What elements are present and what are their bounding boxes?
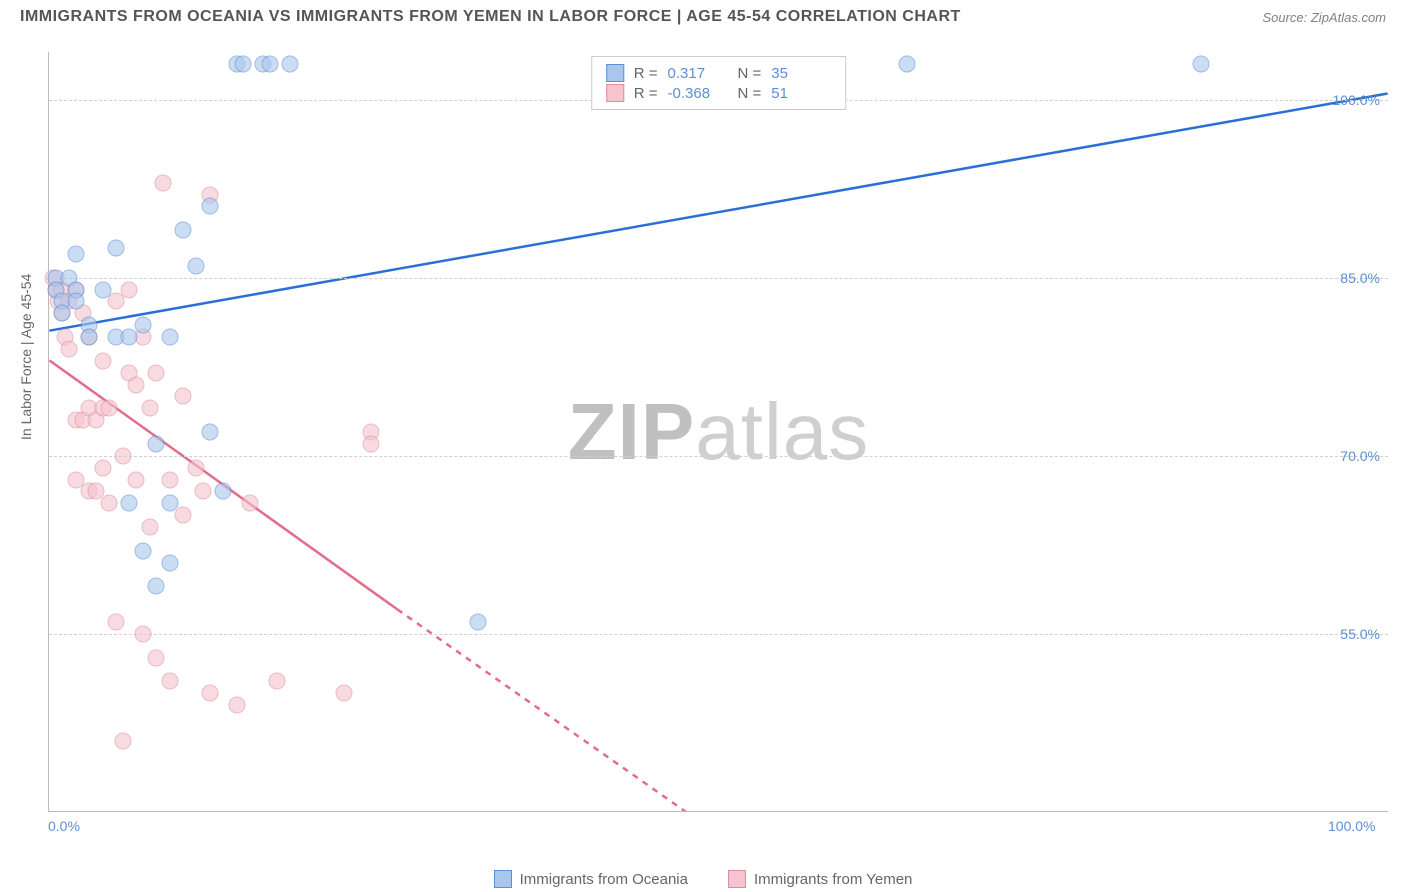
legend-row-series-b: R = -0.368 N = 51 (606, 83, 832, 103)
scatter-dot-series-b (108, 614, 125, 631)
legend-series-names: Immigrants from Oceania Immigrants from … (0, 870, 1406, 888)
swatch-series-a-icon (606, 64, 624, 82)
scatter-dot-series-b (175, 507, 192, 524)
scatter-dot-series-a (67, 293, 84, 310)
scatter-dot-series-b (228, 697, 245, 714)
scatter-dot-series-b (114, 447, 131, 464)
scatter-dot-series-a (148, 578, 165, 595)
scatter-dot-series-a (175, 222, 192, 239)
n-label: N = (738, 65, 762, 82)
scatter-dot-series-b (335, 685, 352, 702)
scatter-dot-series-a (262, 55, 279, 72)
scatter-dot-series-a (81, 329, 98, 346)
swatch-series-b-icon (728, 870, 746, 888)
watermark-bold: ZIP (568, 387, 695, 476)
scatter-dot-series-a (1193, 55, 1210, 72)
y-axis-title: In Labor Force | Age 45-54 (18, 274, 34, 440)
scatter-dot-series-b (161, 471, 178, 488)
scatter-dot-series-b (134, 625, 151, 642)
gridline (49, 278, 1388, 279)
scatter-dot-series-b (148, 364, 165, 381)
scatter-dot-series-b (188, 459, 205, 476)
scatter-dot-series-b (108, 293, 125, 310)
trend-line (397, 609, 718, 811)
scatter-dot-series-a (201, 424, 218, 441)
scatter-dot-series-b (128, 376, 145, 393)
trend-lines-layer (49, 52, 1388, 811)
r-label: R = (634, 65, 658, 82)
legend-correlation-box: R = 0.317 N = 35 R = -0.368 N = 51 (591, 56, 847, 110)
r-value: 0.317 (668, 65, 728, 82)
scatter-dot-series-b (94, 352, 111, 369)
scatter-dot-series-a (108, 239, 125, 256)
scatter-dot-series-a (469, 614, 486, 631)
scatter-dot-series-b (201, 685, 218, 702)
n-value: 35 (771, 65, 831, 82)
scatter-dot-series-a (161, 554, 178, 571)
scatter-dot-series-b (195, 483, 212, 500)
trend-line (49, 94, 1387, 331)
scatter-dot-series-a (134, 317, 151, 334)
scatter-dot-series-b (128, 471, 145, 488)
scatter-dot-series-a (215, 483, 232, 500)
watermark: ZIPatlas (568, 386, 869, 478)
y-tick-label: 70.0% (1340, 448, 1380, 464)
scatter-dot-series-a (188, 257, 205, 274)
legend-item-series-b: Immigrants from Yemen (728, 870, 912, 888)
scatter-dot-series-a (134, 542, 151, 559)
scatter-dot-series-a (161, 495, 178, 512)
scatter-dot-series-b (154, 174, 171, 191)
scatter-dot-series-a (94, 281, 111, 298)
n-value: 51 (771, 85, 831, 102)
x-tick-label: 100.0% (1328, 818, 1375, 834)
scatter-dot-series-b (175, 388, 192, 405)
scatter-dot-series-b (141, 400, 158, 417)
series-a-label: Immigrants from Oceania (520, 871, 688, 888)
gridline (49, 456, 1388, 457)
scatter-dot-series-a (161, 329, 178, 346)
scatter-dot-series-a (898, 55, 915, 72)
x-tick-label: 0.0% (48, 818, 80, 834)
scatter-dot-series-a (148, 435, 165, 452)
source-label: Source: ZipAtlas.com (1262, 10, 1386, 25)
r-label: R = (634, 85, 658, 102)
correlation-scatter-chart: ZIPatlas R = 0.317 N = 35 R = -0.368 N =… (48, 52, 1388, 812)
r-value: -0.368 (668, 85, 728, 102)
scatter-dot-series-b (362, 435, 379, 452)
gridline (49, 634, 1388, 635)
scatter-dot-series-b (141, 519, 158, 536)
series-b-label: Immigrants from Yemen (754, 871, 912, 888)
y-tick-label: 85.0% (1340, 270, 1380, 286)
scatter-dot-series-b (121, 281, 138, 298)
scatter-dot-series-b (242, 495, 259, 512)
scatter-dot-series-b (101, 400, 118, 417)
scatter-dot-series-b (101, 495, 118, 512)
scatter-dot-series-b (148, 649, 165, 666)
swatch-series-b-icon (606, 84, 624, 102)
watermark-rest: atlas (695, 387, 869, 476)
scatter-dot-series-a (121, 495, 138, 512)
scatter-dot-series-b (268, 673, 285, 690)
legend-item-series-a: Immigrants from Oceania (494, 870, 688, 888)
y-tick-label: 55.0% (1340, 626, 1380, 642)
scatter-dot-series-b (61, 340, 78, 357)
scatter-dot-series-a (54, 305, 71, 322)
scatter-dot-series-a (235, 55, 252, 72)
scatter-dot-series-a (282, 55, 299, 72)
n-label: N = (738, 85, 762, 102)
title-bar: IMMIGRANTS FROM OCEANIA VS IMMIGRANTS FR… (0, 0, 1406, 34)
swatch-series-a-icon (494, 870, 512, 888)
legend-row-series-a: R = 0.317 N = 35 (606, 63, 832, 83)
scatter-dot-series-a (67, 245, 84, 262)
chart-title: IMMIGRANTS FROM OCEANIA VS IMMIGRANTS FR… (20, 8, 961, 26)
scatter-dot-series-b (94, 459, 111, 476)
scatter-dot-series-b (114, 732, 131, 749)
scatter-dot-series-b (161, 673, 178, 690)
y-tick-label: 100.0% (1333, 92, 1380, 108)
scatter-dot-series-a (121, 329, 138, 346)
scatter-dot-series-a (201, 198, 218, 215)
